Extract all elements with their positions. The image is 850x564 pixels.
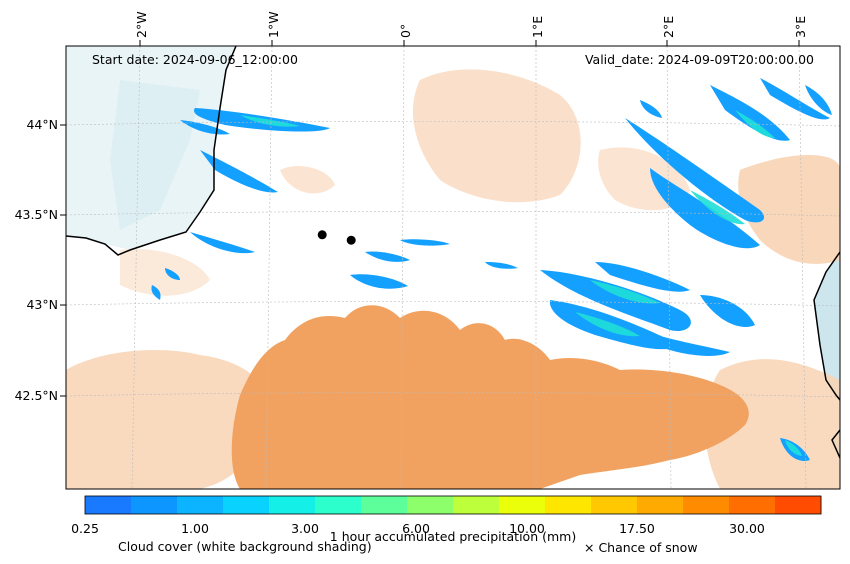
coastline bbox=[66, 46, 840, 459]
colorbar-segment bbox=[499, 496, 546, 514]
map-layers bbox=[66, 46, 840, 489]
valid-date-label: Valid_date: 2024-09-09T20:00:00.00 bbox=[585, 52, 814, 67]
cloud-cover-legend: Cloud cover (white background shading) bbox=[118, 539, 372, 554]
colorbar-tick-label: 17.50 bbox=[619, 521, 655, 536]
lon-label: 2°W bbox=[134, 11, 149, 38]
colorbar-segment bbox=[269, 496, 316, 514]
cloud-cover-dense bbox=[231, 305, 749, 489]
colorbar-segment bbox=[637, 496, 684, 514]
city-marker-east bbox=[346, 235, 356, 245]
colorbar-tick-label: 6.00 bbox=[402, 521, 430, 536]
gridlines bbox=[66, 46, 840, 489]
colorbar bbox=[85, 496, 822, 514]
colorbar-segment bbox=[729, 496, 776, 514]
lon-label: 1°E bbox=[530, 16, 545, 38]
colorbar-segment bbox=[315, 496, 362, 514]
colorbar-ticks: 0.25 1.00 3.00 6.00 10.00 17.50 30.00 bbox=[71, 521, 765, 536]
lon-label: 2°E bbox=[661, 16, 676, 38]
colorbar-segment bbox=[683, 496, 730, 514]
colorbar-segment bbox=[591, 496, 638, 514]
colorbar-frame bbox=[84, 495, 822, 515]
snow-legend: × Chance of snow bbox=[584, 540, 698, 555]
colorbar-segment bbox=[545, 496, 592, 514]
start-date-label: Start date: 2024-09-06_12:00:00 bbox=[92, 52, 298, 67]
lat-label: 43.5°N bbox=[15, 207, 58, 222]
lat-axis: 44°N 43.5°N 43°N 42.5°N bbox=[15, 117, 66, 403]
colorbar-tick-label: 10.00 bbox=[509, 521, 545, 536]
colorbar-tick-label: 30.00 bbox=[729, 521, 765, 536]
colorbar-segment bbox=[361, 496, 408, 514]
colorbar-tick-label: 1.00 bbox=[181, 521, 209, 536]
colorbar-segment bbox=[85, 496, 132, 514]
lon-axis: 2°W 1°W 0° 1°E 2°E 3°E bbox=[134, 11, 808, 46]
lat-label: 43°N bbox=[26, 297, 58, 312]
colorbar-segment bbox=[223, 496, 270, 514]
colorbar-segment bbox=[775, 496, 822, 514]
colorbar-segment bbox=[177, 496, 224, 514]
city-marker-west bbox=[317, 230, 327, 240]
sea-cloud-shading bbox=[110, 80, 200, 230]
colorbar-tick-label: 3.00 bbox=[291, 521, 319, 536]
colorbar-segment bbox=[131, 496, 178, 514]
sea-east bbox=[814, 252, 840, 400]
lat-label: 44°N bbox=[26, 117, 58, 132]
colorbar-segment bbox=[453, 496, 500, 514]
lon-label: 3°E bbox=[793, 16, 808, 38]
colorbar-tick-label: 0.25 bbox=[71, 521, 99, 536]
precipitation-areas bbox=[151, 78, 832, 461]
lat-label: 42.5°N bbox=[15, 388, 58, 403]
colorbar-title: 1 hour accumulated precipitation (mm) bbox=[330, 529, 576, 544]
lon-label: 1°W bbox=[266, 11, 281, 38]
map-frame bbox=[65, 45, 841, 490]
colorbar-segment bbox=[407, 496, 454, 514]
lon-label: 0° bbox=[398, 24, 413, 38]
